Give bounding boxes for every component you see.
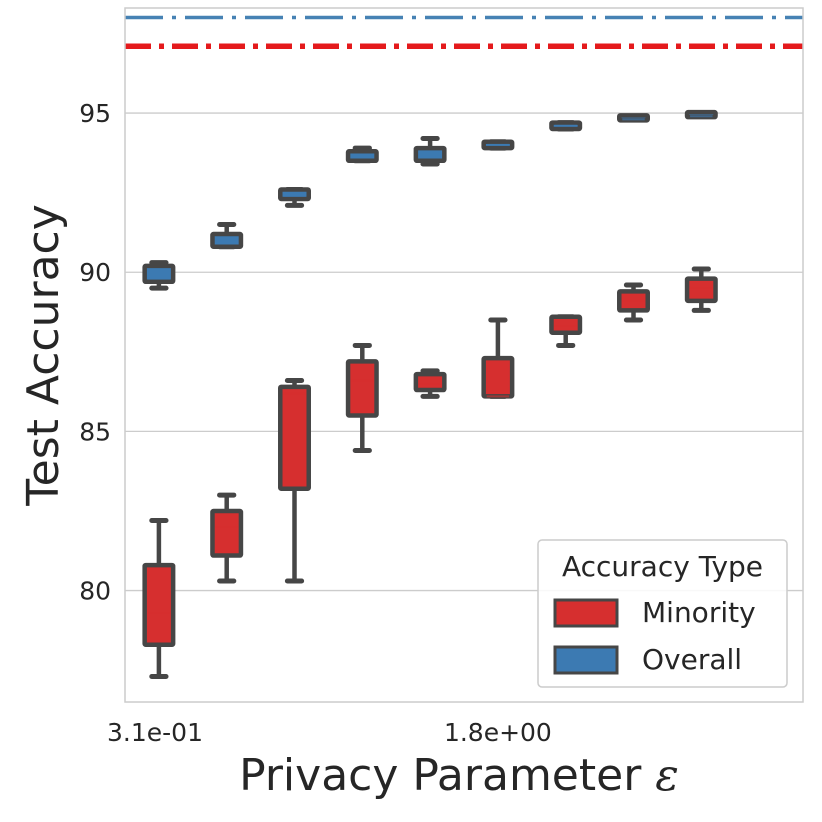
overall-box-6 bbox=[481, 139, 515, 151]
minority-box-8 bbox=[617, 282, 650, 323]
overall-box-rect-3 bbox=[278, 187, 311, 202]
y-tick-85: 85 bbox=[79, 417, 111, 446]
overall-box-1 bbox=[142, 260, 176, 291]
minority-box-4 bbox=[345, 342, 379, 454]
minority-box-7 bbox=[549, 314, 583, 348]
x-axis-label-symbol: ε bbox=[655, 750, 679, 801]
minority-box-rect-5 bbox=[413, 371, 447, 393]
plot-frame bbox=[124, 7, 804, 703]
overall-box-2 bbox=[210, 221, 244, 250]
y-tick-90: 90 bbox=[79, 258, 111, 287]
legend-label-overall: Overall bbox=[642, 643, 742, 676]
minority-box-rect-6 bbox=[481, 355, 515, 399]
minority-box-rect-1 bbox=[142, 562, 176, 647]
overall-box-rect-4 bbox=[345, 149, 379, 164]
legend-title: Accuracy Type bbox=[562, 550, 763, 583]
x-tick-1: 1.8e+00 bbox=[444, 718, 552, 747]
overall-box-8 bbox=[617, 113, 650, 123]
y-tick-labels: 80 85 90 95 bbox=[79, 99, 111, 606]
minority-box-5 bbox=[413, 368, 447, 399]
legend-swatch-overall bbox=[553, 645, 619, 675]
x-axis-label-text: Privacy Parameter bbox=[239, 750, 642, 801]
minority-box-rect-3 bbox=[278, 384, 311, 491]
minority-box-rect-2 bbox=[210, 508, 244, 558]
legend-entries: Minority Overall bbox=[553, 596, 756, 676]
legend-swatch-minority bbox=[553, 598, 619, 628]
reference-lines bbox=[125, 15, 803, 49]
minority-box-1 bbox=[142, 518, 176, 680]
y-tick-80: 80 bbox=[79, 577, 111, 606]
minority-box-3 bbox=[278, 377, 311, 584]
legend-label-minority: Minority bbox=[642, 596, 756, 629]
y-axis-label: Test Accuracy bbox=[18, 204, 69, 507]
minority-box-9 bbox=[684, 266, 718, 313]
x-tick-labels: 3.1e-01 1.8e+00 bbox=[107, 718, 552, 747]
overall-box-9 bbox=[684, 109, 718, 120]
overall-box-4 bbox=[345, 145, 379, 164]
minority-box-rect-7 bbox=[549, 314, 583, 335]
box-plots bbox=[142, 109, 718, 680]
overall-box-3 bbox=[278, 186, 311, 208]
overall-box-7 bbox=[549, 120, 583, 132]
minority-box-rect-4 bbox=[345, 359, 379, 418]
x-axis-label: Privacy Parameter ε bbox=[239, 750, 679, 801]
overall-box-5 bbox=[413, 136, 447, 167]
minority-box-2 bbox=[210, 492, 244, 584]
y-tick-95: 95 bbox=[79, 99, 111, 128]
legend: Accuracy Type Minority Overall bbox=[537, 539, 788, 688]
minority-box-6 bbox=[481, 317, 515, 399]
minority-box-rect-9 bbox=[684, 276, 718, 304]
x-tick-0: 3.1e-01 bbox=[107, 718, 203, 747]
